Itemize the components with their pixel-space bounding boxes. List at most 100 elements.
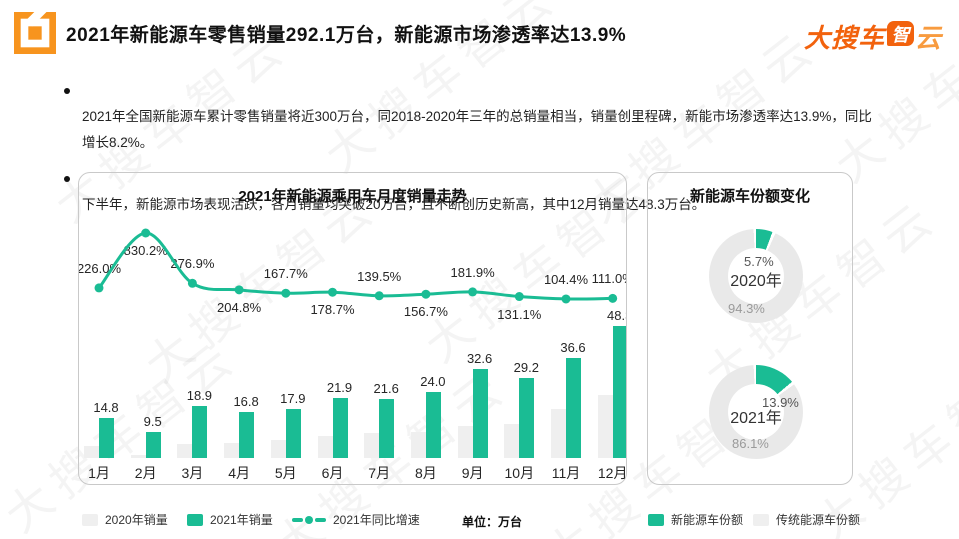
line-dot-icon xyxy=(421,289,431,299)
donut-chart-2021 xyxy=(709,365,803,459)
bar-2020 xyxy=(270,439,286,458)
bar-2021 xyxy=(239,412,255,458)
donut-2020-ice-share-label: 94.3% xyxy=(728,301,765,316)
growth-value-label: 178.7% xyxy=(310,302,355,318)
bullet-dot-icon xyxy=(64,176,70,182)
bar-2021 xyxy=(145,432,161,458)
bar-2021 xyxy=(472,369,488,458)
line-dot-icon xyxy=(141,228,151,238)
chart-legend: 2020年销量 2021年销量 2021年同比增速 单位：万台 新能源车份额 传… xyxy=(0,511,959,531)
bar-value-label: 29.2 xyxy=(513,360,539,376)
line-dot-icon xyxy=(608,293,618,303)
legend-item-ev-share: 新能源车份额 xyxy=(648,511,743,528)
legend-label: 传统能源车份额 xyxy=(776,513,861,527)
growth-value-label: 131.1% xyxy=(497,306,542,322)
line-dot-icon xyxy=(328,287,337,297)
legend-swatch-green-icon xyxy=(648,513,664,526)
brand-text-tail: 云 xyxy=(914,23,941,53)
donut-2021-center-label: 2021年 xyxy=(730,410,782,427)
bar-2021 xyxy=(425,392,441,458)
month-label: 12月 xyxy=(597,465,626,481)
summary-bullet-1-text: 2021年全国新能源车累计零售销量将近300万台，同2018-2020年三年的总… xyxy=(82,109,872,150)
line-dot-icon xyxy=(514,292,524,302)
bar-2020 xyxy=(224,443,240,458)
donut-2021-ice-share-label: 86.1% xyxy=(732,436,769,451)
bar-value-label: 21.6 xyxy=(373,381,399,397)
bullet-dot-icon xyxy=(64,88,70,94)
legend-label: 2021年同比增速 xyxy=(333,513,420,527)
share-panel-title: 新能源车份额变化 xyxy=(689,188,810,205)
monthly-sales-chart-panel: 2021年新能源乘用车月度销量走势 14.8 1月 226.0% 9.5 2月 830.2… xyxy=(78,172,627,485)
bar-2020 xyxy=(177,444,193,458)
bar-2021 xyxy=(99,417,114,458)
bar-value-label: 14.8 xyxy=(93,399,119,415)
donut-chart-2020 xyxy=(709,229,803,323)
bar-2021 xyxy=(285,409,301,458)
legend-label: 2020年销量 xyxy=(105,513,168,527)
growth-value-label: 204.8% xyxy=(217,299,262,315)
legend-item-ice-share: 传统能源车份额 xyxy=(753,511,860,528)
unit-label: 单位：万台 xyxy=(462,515,523,529)
bar-2021 xyxy=(379,399,395,458)
bar-2020 xyxy=(317,436,333,458)
bar-value-label: 36.6 xyxy=(560,340,586,356)
bar-value-label: 9.5 xyxy=(143,414,162,430)
legend-line-marker-icon xyxy=(292,514,326,526)
bar-2021 xyxy=(519,378,535,458)
month-label: 11月 xyxy=(551,465,581,481)
growth-value-label: 104.4% xyxy=(543,271,589,287)
summary-bullet-2-text: 下半年，新能源市场表现活跃，各月销量均突破20万台，且不断创历史新高，其中12月… xyxy=(82,197,706,212)
bar-2020 xyxy=(364,433,380,458)
brand-logo: 大搜车 智 云 xyxy=(804,18,941,55)
bar-2020 xyxy=(130,455,146,458)
line-dot-icon xyxy=(281,288,291,298)
bar-2020 xyxy=(551,409,566,458)
line-dot-icon xyxy=(94,283,104,293)
summary-bullet-2: 下半年，新能源市场表现活跃，各月销量均突破20万台，且不断创历史新高，其中12月… xyxy=(62,166,902,218)
bar-2020 xyxy=(457,426,473,458)
legend-swatch-gray-icon xyxy=(753,513,769,526)
growth-value-label: 276.9% xyxy=(170,256,215,272)
legend-item-growth-line: 2021年同比增速 xyxy=(292,511,420,528)
company-logo-icon xyxy=(14,12,56,54)
month-label: 4月 xyxy=(228,465,250,481)
brand-text-main: 大搜车 xyxy=(803,23,885,53)
growth-value-label: 167.7% xyxy=(263,266,308,282)
legend-swatch-green-icon xyxy=(187,513,203,526)
month-label: 1月 xyxy=(88,465,110,481)
month-label: 2月 xyxy=(134,465,157,481)
brand-bubble-icon: 智 xyxy=(886,21,914,46)
month-label: 10月 xyxy=(504,465,535,481)
summary-bullet-1: 2021年全国新能源车累计零售销量将近300万台，同2018-2020年三年的总… xyxy=(62,78,902,156)
line-dot-icon xyxy=(234,285,244,295)
growth-value-label: 139.5% xyxy=(357,268,402,284)
bar-2020 xyxy=(410,432,426,458)
bar-2020 xyxy=(597,395,613,458)
month-label: 3月 xyxy=(181,465,204,481)
donut-2020-ev-share-label: 5.7% xyxy=(744,254,774,269)
page-title: 2021年新能源车零售销量292.1万台，新能源市场渗透率达13.9% xyxy=(66,24,627,46)
month-label: 5月 xyxy=(274,465,297,481)
bar-value-label: 18.9 xyxy=(186,388,213,404)
growth-value-label: 156.7% xyxy=(403,304,448,320)
line-dot-icon xyxy=(374,291,384,301)
month-label: 8月 xyxy=(414,465,437,481)
line-dot-icon xyxy=(187,278,197,288)
share-change-panel: 新能源车份额变化 5.7% 2020年 94.3% 13.9% 2021年 86… xyxy=(647,172,853,485)
growth-line xyxy=(97,231,613,301)
bar-2021 xyxy=(566,358,581,458)
bar-value-label: 16.8 xyxy=(233,394,259,410)
monthly-chart-plot-area: 14.8 1月 226.0% 9.5 2月 830.2% 18.9 3月 276.9% 16.8 4… xyxy=(79,173,626,484)
bar-2021 xyxy=(612,326,626,458)
line-dot-icon xyxy=(561,294,571,304)
bar-value-label: 48.3 xyxy=(607,308,626,324)
donut-2021-ev-share-label: 13.9% xyxy=(762,395,799,410)
bar-2021 xyxy=(192,406,208,458)
bar-2020 xyxy=(504,423,520,458)
legend-item-2021-sales: 2021年销量 xyxy=(187,511,273,528)
legend-item-2020-sales: 2020年销量 xyxy=(82,511,168,528)
bar-value-label: 17.9 xyxy=(280,391,306,407)
month-label: 7月 xyxy=(368,465,391,481)
bar-value-label: 32.6 xyxy=(466,351,493,366)
